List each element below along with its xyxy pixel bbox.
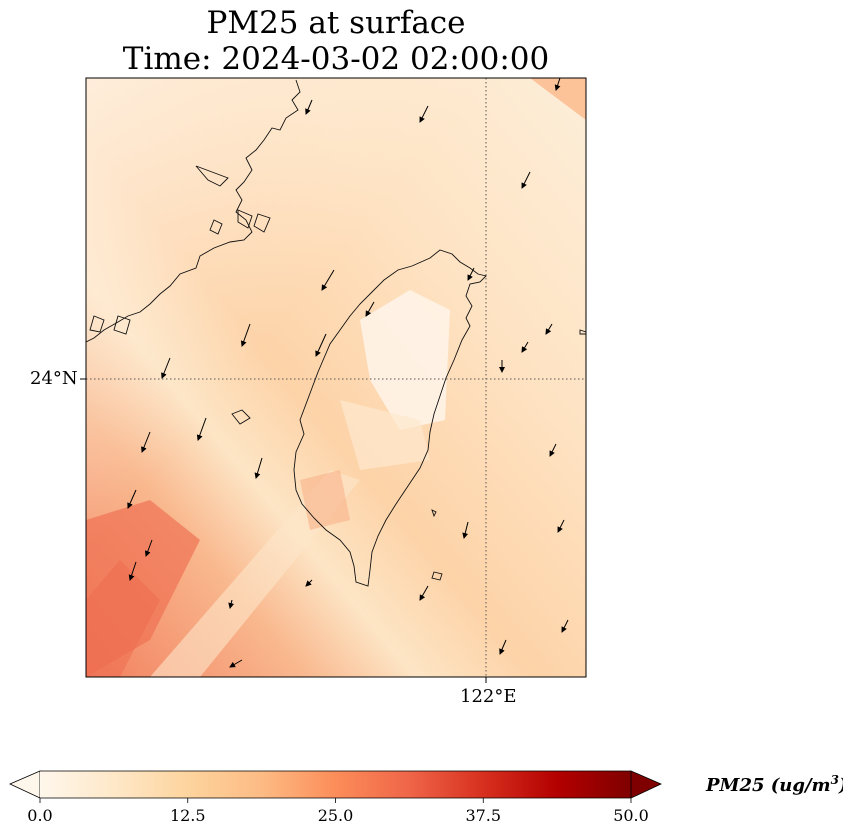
wind-arrow: [254, 457, 263, 479]
wind-arrow: [144, 539, 153, 557]
island-outline: [89, 315, 105, 333]
lon-tick-label: 122°E: [460, 686, 517, 707]
wind-arrow: [419, 105, 429, 123]
wind-arrow: [141, 431, 151, 453]
wind-arrow: [305, 99, 313, 115]
colorbar-tick-label: 0.0: [27, 806, 53, 825]
colorbar-tick-label: 50.0: [613, 806, 649, 825]
island-outline: [237, 209, 253, 229]
wind-arrow: [315, 333, 327, 357]
wind-arrow: [127, 489, 137, 509]
colorbar: [9, 770, 662, 803]
wind-arrow: [196, 417, 207, 441]
taiwan-coastline: [293, 249, 487, 587]
pm25-field: [86, 78, 586, 677]
colorbar-tick-label: 37.5: [465, 806, 502, 825]
wind-arrow: [365, 301, 375, 317]
island-outline: [253, 213, 271, 233]
wind-arrow: [554, 77, 561, 91]
wind-arrow: [128, 561, 137, 581]
island-outline: [431, 509, 437, 518]
island-outline: [431, 571, 443, 581]
wind-arrow: [521, 171, 531, 189]
island-outline: [579, 329, 586, 335]
wind-arrow: [467, 267, 475, 281]
colorbar-label: PM25 (ug/m3): [706, 773, 843, 796]
colorbar-tick-label: 25.0: [317, 806, 354, 825]
wind-arrow: [229, 659, 243, 668]
wind-arrow: [549, 443, 557, 457]
colorbar-gradient: [40, 771, 631, 798]
wind-arrow: [240, 323, 251, 347]
lat-tick-label: 24°N: [30, 368, 78, 389]
colorbar-tick-label: 12.5: [169, 806, 206, 825]
wind-vectors: [127, 77, 569, 668]
island-outline: [209, 219, 223, 235]
wind-arrow: [419, 585, 429, 601]
wind-arrow: [521, 341, 529, 353]
wind-arrow: [545, 323, 553, 335]
map-time: Time: 2024-03-02 02:00:00: [122, 41, 550, 77]
wind-arrow: [561, 619, 569, 633]
wind-arrow: [161, 357, 171, 379]
wind-arrow: [499, 639, 507, 655]
map-frame: [85, 77, 587, 678]
colorbar-min-extend: [9, 770, 41, 799]
wind-arrow: [557, 519, 565, 533]
wind-arrow: [321, 269, 335, 291]
island-outline: [195, 165, 229, 187]
wind-arrow: [228, 599, 235, 609]
map-figure: [80, 77, 587, 683]
map-title: PM25 at surface: [206, 5, 466, 41]
colorbar-max-extend: [630, 770, 662, 799]
wind-arrow: [462, 521, 469, 539]
island-outline: [113, 315, 131, 335]
wind-arrow: [305, 579, 313, 587]
penghu-outline: [231, 409, 251, 425]
